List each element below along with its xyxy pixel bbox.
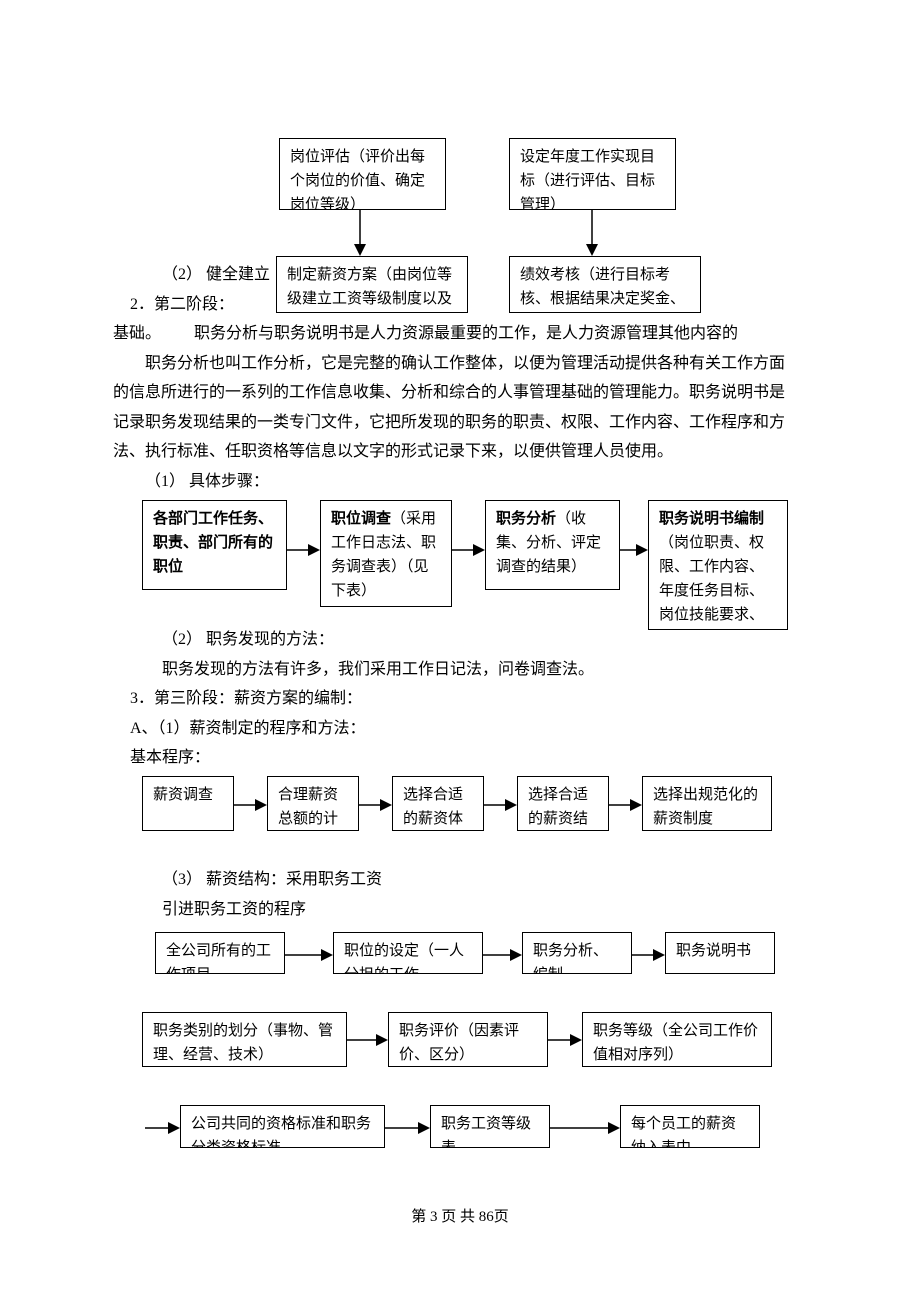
para-1: （2） 健全建立	[130, 260, 790, 290]
d4-r3-a: 公司共同的资格标准和职务分类资格标准	[180, 1105, 385, 1148]
para-10: 基本程序：	[130, 743, 790, 773]
body-block-1b: 基础。 职务分析也叫工作分析，它是完整的确认工作整体，以便为管理活动提供各种有关…	[113, 319, 793, 497]
para-9: A、（1）薪资制定的程序和方法：	[130, 714, 790, 744]
arrow-icon	[632, 945, 665, 965]
body-block-3: （3） 薪资结构：采用职务工资 引进职务工资的程序	[130, 865, 790, 924]
d4-r3-c: 每个员工的薪资纳入表中	[620, 1105, 760, 1148]
para-2: 2．第二阶段：	[130, 290, 790, 320]
d4-r2-c: 职务等级（全公司工作价值相对序列）	[582, 1012, 772, 1067]
d1-box-a: 岗位评估（评价出每个岗位的价值、确定岗位等级）	[279, 138, 446, 210]
para-3b: 基础。	[113, 319, 793, 349]
para-8: 3．第三阶段：薪资方案的编制：	[130, 684, 790, 714]
d4-r1-a: 全公司所有的工作项目	[155, 932, 285, 974]
arrow-icon	[620, 540, 648, 560]
d2-b-title: 职位调查	[331, 511, 391, 527]
arrow-icon	[234, 795, 267, 815]
arrow-icon	[287, 540, 320, 560]
arrow-icon	[548, 1030, 582, 1050]
d2-d-title: 职务说明书编制	[659, 511, 764, 527]
para-5: （1） 具体步骤：	[113, 467, 793, 497]
page-footer: 第 3 页 共 86页	[0, 1205, 920, 1226]
arrow-icon	[609, 795, 642, 815]
d3-box-e: 选择出规范化的薪资制度	[642, 776, 772, 831]
d3-box-b: 合理薪资总额的计	[267, 776, 359, 831]
para-11: （3） 薪资结构：采用职务工资	[130, 865, 790, 895]
arrow-icon	[484, 795, 517, 815]
d2-box-d: 职务说明书编制 （岗位职责、权限、工作内容、年度任务目标、岗位技能要求、	[648, 500, 788, 630]
d3-box-a: 薪资调查	[142, 776, 234, 831]
para-12: 引进职务工资的程序	[130, 895, 790, 925]
arrow-icon	[350, 210, 370, 256]
d2-c-title: 职务分析	[496, 511, 556, 527]
d1-box-b: 设定年度工作实现目标（进行评估、目标管理）	[509, 138, 676, 210]
d2-box-a: 各部门工作任务、职责、部门所有的职位	[142, 500, 287, 590]
arrow-icon	[452, 540, 485, 560]
d4-r1-d: 职务说明书	[665, 932, 775, 974]
d4-r3-b: 职务工资等级表	[430, 1105, 550, 1148]
d2-d-rest: （岗位职责、权限、工作内容、年度任务目标、岗位技能要求、	[659, 535, 764, 623]
arrow-icon	[359, 795, 392, 815]
para-6: （2） 职务发现的方法：	[130, 625, 790, 655]
d3-box-c: 选择合适的薪资体	[392, 776, 484, 831]
arrow-icon	[145, 1118, 180, 1138]
arrow-icon	[385, 1118, 430, 1138]
d4-r1-b: 职位的设定（一人分担的工作	[333, 932, 483, 974]
arrow-icon	[483, 945, 522, 965]
d2-box-b: 职位调查（采用工作日志法、职务调查表）（见下表）	[320, 500, 452, 607]
body-block-2: （2） 职务发现的方法： 职务发现的方法有许多，我们采用工作日记法，问卷调查法。…	[130, 625, 790, 773]
d3-box-d: 选择合适的薪资结	[517, 776, 609, 831]
arrow-icon	[582, 210, 602, 256]
document-page: 岗位评估（评价出每个岗位的价值、确定岗位等级） 设定年度工作实现目标（进行评估、…	[0, 0, 920, 160]
para-7: 职务发现的方法有许多，我们采用工作日记法，问卷调查法。	[130, 655, 790, 685]
d4-r1-c: 职务分析、编制	[522, 932, 632, 974]
d4-r2-b: 职务评价（因素评价、区分）	[388, 1012, 548, 1067]
d2-box-c: 职务分析（收集、分析、评定调查的结果）	[485, 500, 620, 590]
arrow-icon	[550, 1118, 620, 1138]
arrow-icon	[347, 1030, 388, 1050]
d4-r2-a: 职务类别的划分（事物、管理、经营、技术）	[142, 1012, 347, 1067]
arrow-icon	[285, 945, 333, 965]
para-4: 职务分析也叫工作分析，它是完整的确认工作整体，以便为管理活动提供各种有关工作方面…	[113, 349, 793, 467]
